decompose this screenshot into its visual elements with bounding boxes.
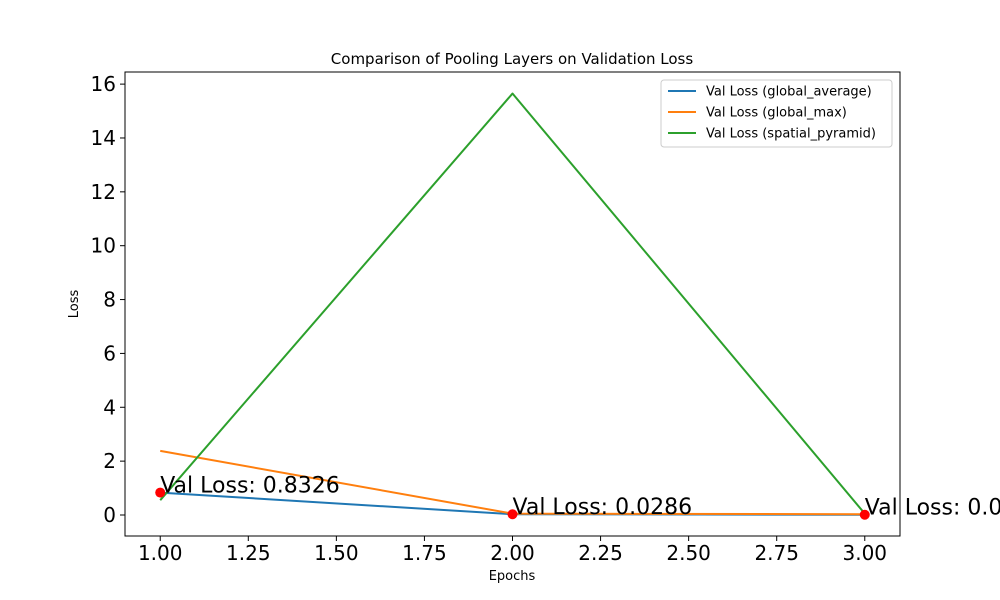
- x-tick-label-7: 2.75: [754, 541, 799, 565]
- annotation-1: Val Loss: 0.0286: [513, 495, 693, 520]
- y-tick-label-3: 6: [103, 341, 116, 365]
- x-tick-label-8: 3.00: [843, 541, 888, 565]
- x-tick-label-4: 2.00: [490, 541, 535, 565]
- y-tick-label-8: 16: [91, 72, 116, 96]
- axes: 1.00 1.25 1.50 1.75 2.00 2.25 2.50 2.75 3.00 0 2 4 6…: [91, 71, 901, 565]
- y-tick-label-5: 10: [91, 234, 116, 258]
- annotations: Val Loss: 0.8326 Val Loss: 0.0286 Val Loss…: [160, 474, 1000, 521]
- y-tick-label-2: 4: [103, 395, 116, 419]
- chart-title: Comparison of Pooling Layers on Validati…: [331, 50, 694, 68]
- plot-area: [155, 92, 870, 520]
- y-tick-label-0: 0: [103, 503, 116, 527]
- x-axis-label: Epochs: [489, 569, 536, 584]
- x-tick-label-0: 1.00: [138, 541, 183, 565]
- annotation-2: Val Loss: 0.0: [865, 496, 1000, 521]
- y-tick-label-6: 12: [91, 180, 116, 204]
- legend-box: [660, 79, 893, 148]
- legend-label-2: Val Loss (spatial_pyramid): [706, 127, 876, 142]
- x-tick-label-2: 1.50: [314, 541, 359, 565]
- y-tick-label-7: 14: [91, 126, 116, 150]
- marker-point-2: [859, 509, 870, 520]
- y-tick-label-4: 8: [103, 288, 116, 312]
- marker-point-0: [155, 487, 166, 498]
- legend: Val Loss (global_average) Val Loss (globa…: [660, 79, 893, 148]
- marker-point-1: [507, 509, 518, 520]
- x-tick-label-5: 2.25: [578, 541, 623, 565]
- y-axis-label: Loss: [67, 290, 82, 319]
- x-tick-label-1: 1.25: [226, 541, 271, 565]
- x-tick-label-6: 2.50: [666, 541, 711, 565]
- legend-label-0: Val Loss (global_average): [706, 85, 872, 100]
- series-line-2: [159, 92, 866, 515]
- annotation-0: Val Loss: 0.8326: [160, 474, 340, 499]
- x-tick-label-3: 1.75: [402, 541, 447, 565]
- legend-label-1: Val Loss (global_max): [706, 106, 847, 121]
- y-tick-label-1: 2: [103, 449, 116, 473]
